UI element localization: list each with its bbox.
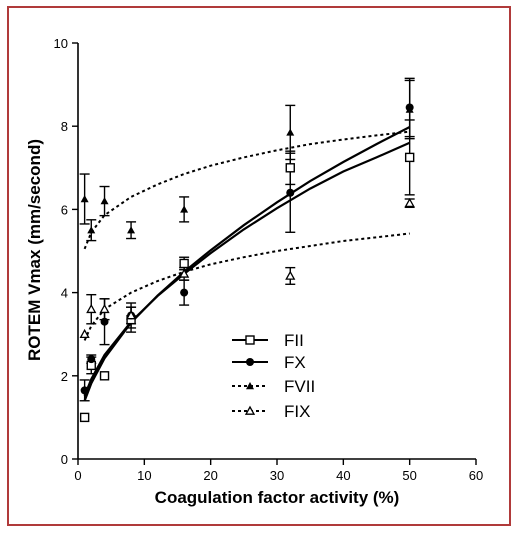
data-point-fii (179, 258, 189, 269)
data-point-fix (99, 303, 110, 314)
data-point-fx (180, 288, 189, 297)
data-points (79, 103, 415, 423)
x-tick-label: 20 (203, 468, 217, 483)
data-point-fii (285, 163, 295, 173)
x-tick-label: 0 (74, 468, 81, 483)
fit-curve-fii (83, 141, 411, 397)
legend-label-fvii: FVII (284, 377, 315, 396)
data-point-fvii (127, 226, 136, 234)
y-axis-label: ROTEM Vmax (mm/second) (25, 139, 44, 361)
x-tick-label: 50 (402, 468, 416, 483)
data-point-fvii (405, 105, 414, 113)
axes: 0 10 20 30 40 50 60 0 2 4 6 8 10 (54, 36, 484, 483)
x-tick-label: 10 (137, 468, 151, 483)
data-point-fx (87, 355, 96, 364)
fit-curve-fx (83, 126, 411, 402)
legend-label-fx: FX (284, 353, 306, 372)
fit-curve-fvii (83, 130, 410, 250)
chart-frame (7, 6, 511, 526)
data-point-fix (125, 310, 137, 320)
legend-label-fii: FII (284, 331, 304, 350)
error-bars (79, 77, 415, 402)
data-point-fix (79, 328, 90, 339)
legend-marker-fx (246, 358, 254, 366)
x-tick-label: 60 (469, 468, 483, 483)
legend-label-fix: FIX (284, 402, 310, 421)
data-point-fx (100, 317, 109, 326)
legend-marker-fii (245, 335, 255, 345)
legend-marker-fix (244, 405, 256, 415)
y-tick-label: 8 (61, 119, 68, 134)
data-point-fix (404, 197, 415, 208)
data-point-fvii (80, 195, 89, 203)
data-point-fix (179, 268, 190, 278)
data-point-fvii (100, 197, 109, 205)
y-tick-label: 2 (61, 369, 68, 384)
data-point-fii (79, 412, 90, 423)
data-point-fii (99, 371, 110, 381)
x-axis-label: Coagulation factor activity (%) (155, 488, 400, 507)
data-point-fx (286, 188, 295, 197)
data-point-fii (404, 152, 415, 163)
legend-marker-fvii (246, 382, 254, 390)
x-tick-label: 30 (270, 468, 284, 483)
x-tick-label: 40 (336, 468, 350, 483)
data-point-fix (86, 303, 97, 314)
data-point-fvii (87, 226, 96, 234)
data-point-fvii (180, 205, 189, 213)
data-point-fx (80, 386, 89, 395)
y-tick-label: 6 (61, 202, 68, 217)
legend: FII FX FVII FIX (232, 331, 315, 421)
data-point-fix (285, 270, 296, 280)
y-tick-label: 4 (61, 286, 68, 301)
y-tick-label: 0 (61, 452, 68, 467)
y-tick-label: 10 (54, 36, 68, 51)
data-point-fvii (286, 128, 295, 136)
